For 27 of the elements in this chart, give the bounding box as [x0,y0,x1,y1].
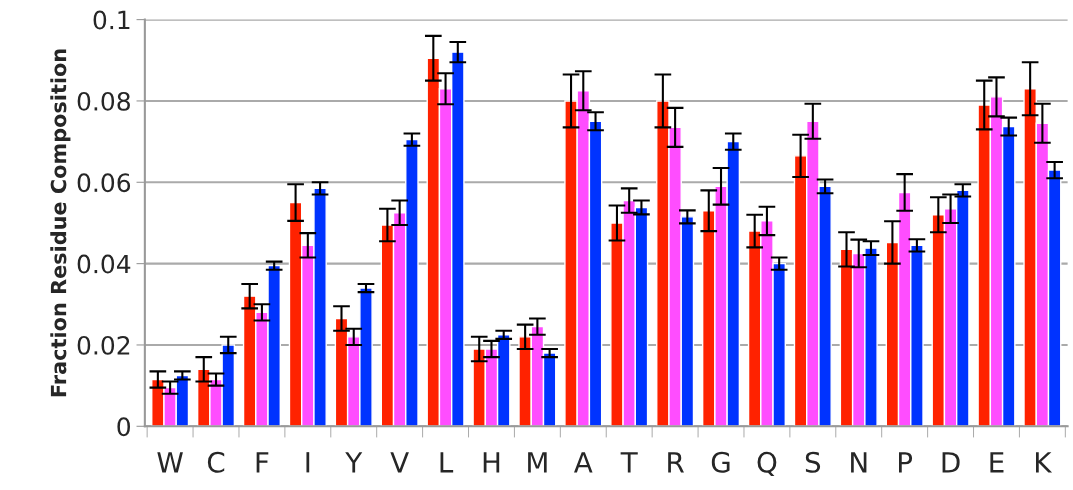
x-tick-label: K [1036,452,1053,473]
x-tick-label: P [899,452,913,473]
x-tick-label: G [711,451,730,473]
x-tick-label: E [990,452,1004,473]
x-tick-label: I [306,452,310,473]
y-axis-title: Fraction Residue Composition [50,49,71,397]
x-tick-label: R [668,452,684,473]
y-tick-label: 0.06 [77,173,131,193]
y-tick-label: 0.04 [77,254,131,274]
x-tick-label: Q [757,451,777,476]
x-tick-label: W [157,452,183,473]
y-tick-label: 0.08 [77,91,130,111]
x-tick-label: S [805,451,821,473]
x-tick-label: L [440,452,454,473]
x-tick-label: V [390,452,409,473]
y-tick-label: 0.02 [77,335,130,355]
x-tick-label: M [528,452,547,473]
x-tick-label: T [620,452,638,473]
x-tick-label: A [574,452,593,473]
x-tick-label: N [851,452,867,473]
x-tick-label: H [483,452,500,473]
x-tick-label: F [256,452,269,473]
x-tick-label: D [942,452,960,473]
y-tick-label: 0 [117,417,130,437]
x-tick-label: Y [345,452,363,473]
x-tick-label: C [207,451,225,473]
y-tick-label: 0.1 [93,10,130,30]
